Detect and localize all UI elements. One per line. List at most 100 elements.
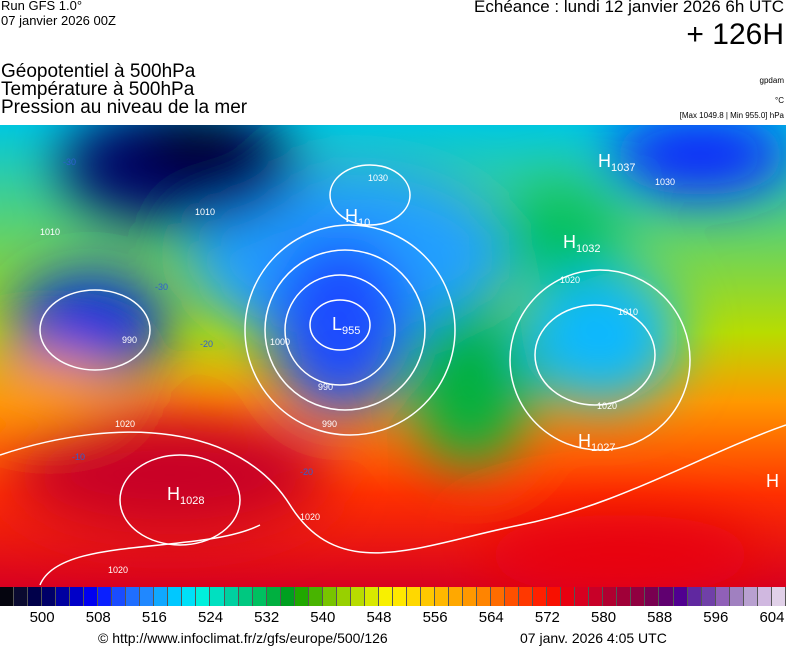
color-scale-cell [14,587,29,606]
color-scale-cell [84,587,99,606]
color-scale-cell [182,587,197,606]
color-scale-cell [322,587,337,606]
isobar-labels: 990 990 990 1000 1010 1010 1020 1020 102… [40,173,675,575]
lead-time: + 126H [686,18,784,51]
color-scale-cell [280,587,295,606]
high-center: H [766,471,779,491]
map-titles: Géopotentiel à 500hPa Température à 500h… [1,61,247,117]
svg-text:-10: -10 [72,452,85,462]
svg-text:-30: -30 [63,157,76,167]
svg-text:990: 990 [322,419,337,429]
color-scale-cell [126,587,141,606]
svg-text:1020: 1020 [115,419,135,429]
svg-text:1010: 1010 [618,307,638,317]
high-center: H1028 [167,484,204,507]
color-scale-cell [70,587,85,606]
color-scale-cell [561,587,576,606]
color-scale-tick: 580 [591,609,617,626]
low-center: L955 [332,314,360,337]
color-scale-cell [364,587,379,606]
color-scale-cell [28,587,43,606]
color-scale-cell [378,587,393,606]
temperature-labels: -30 -20 -10 -20 -30 [63,157,313,477]
high-center: H1037 [598,151,635,174]
color-scale-cell [140,587,155,606]
color-scale-cell [392,587,407,606]
svg-text:1020: 1020 [300,512,320,522]
color-scale-cell [42,587,57,606]
high-center: H1027 [578,431,615,454]
color-scale-cell [575,587,590,606]
color-scale-tick: 556 [422,609,448,626]
color-scale-cell [715,587,730,606]
color-scale-cell [196,587,211,606]
color-scale-cell [533,587,548,606]
color-scale-cell [477,587,492,606]
color-scale-cell [266,587,281,606]
color-scale-tick: 596 [703,609,729,626]
color-scale-cell [589,587,604,606]
source-url: © http://www.infoclimat.fr/z/gfs/europe/… [98,630,388,646]
svg-text:1010: 1010 [40,227,60,237]
color-scale-tick: 564 [478,609,504,626]
high-center: H10 [345,206,370,229]
color-scale-tick: 524 [198,609,224,626]
color-scale-cell [98,587,113,606]
color-scale-tick: 516 [141,609,167,626]
color-scale-tick: 500 [29,609,55,626]
unit-celsius: °C [775,96,784,105]
svg-text:-20: -20 [300,467,313,477]
color-scale-cell [0,587,15,606]
pressure-centers: L955 H1028 H1027 H1032 H1037 H10 H [167,151,779,507]
color-scale-cell [420,587,435,606]
run-model: Run GFS 1.0° [1,0,83,13]
unit-pressure-range: [Max 1049.8 | Min 955.0] hPa [679,111,784,120]
color-scale-tick: 572 [534,609,560,626]
color-scale-cell [210,587,225,606]
svg-text:1000: 1000 [270,337,290,347]
color-scale-cell [336,587,351,606]
color-scale-cell [519,587,534,606]
forecast-valid-time: Echéance : lundi 12 janvier 2026 6h UTC [474,0,784,16]
run-info: Run GFS 1.0° 07 janvier 2026 00Z [1,0,116,28]
color-scale-cell [350,587,365,606]
svg-text:990: 990 [318,382,333,392]
color-scale-cell [491,587,506,606]
high-center: H1032 [563,232,600,255]
color-scale-cell [505,587,520,606]
color-scale-cell [547,587,562,606]
color-scale-tick: 548 [366,609,392,626]
color-scale-cell [308,587,323,606]
color-scale-ticks: 500 508 516 524 532 540 548 556 564 572 580 588 596 6… [0,609,786,629]
color-scale-cell [757,587,772,606]
color-scale-tick: 532 [254,609,280,626]
color-scale-cell [154,587,169,606]
color-scale-cell [743,587,758,606]
color-scale-cell [112,587,127,606]
color-scale-cell [673,587,688,606]
title-geopotential: Géopotentiel à 500hPa [1,61,196,82]
svg-text:1020: 1020 [108,565,128,575]
run-date: 07 janvier 2026 00Z [1,13,116,28]
color-scale [0,587,786,606]
color-scale-cell [449,587,464,606]
color-scale-cell [645,587,660,606]
color-scale-cell [224,587,239,606]
generated-time: 07 janv. 2026 4:05 UTC [520,630,667,646]
svg-text:-20: -20 [200,339,213,349]
color-scale-cell [687,587,702,606]
color-scale-cell [252,587,267,606]
svg-text:1020: 1020 [597,401,617,411]
color-scale-cell [56,587,71,606]
color-scale-cell [434,587,449,606]
color-scale-cell [617,587,632,606]
weather-map[interactable]: L955 H1028 H1027 H1032 H1037 H10 H 990 9… [0,125,786,587]
title-temperature: Température à 500hPa [1,79,195,100]
color-scale-cell [631,587,646,606]
color-scale-cell [771,587,786,606]
color-scale-tick: 508 [85,609,111,626]
color-scale-cell [238,587,253,606]
svg-text:1030: 1030 [655,177,675,187]
color-scale-cell [603,587,618,606]
svg-text:1020: 1020 [560,275,580,285]
